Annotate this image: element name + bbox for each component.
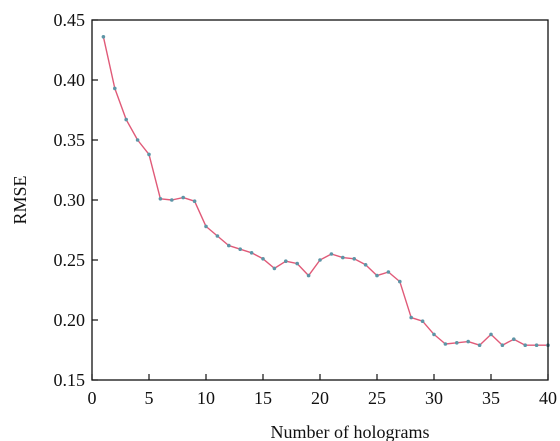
data-point bbox=[158, 197, 163, 201]
x-axis-title: Number of holograms bbox=[271, 422, 430, 441]
data-point bbox=[192, 199, 197, 203]
x-tick-label: 10 bbox=[197, 388, 215, 408]
x-tick-label: 0 bbox=[88, 388, 97, 408]
plot-layer bbox=[101, 35, 550, 348]
x-tick-label: 5 bbox=[145, 388, 154, 408]
data-point bbox=[329, 252, 334, 256]
axis-layer: 0.15 0.20 0.25 0.30 0.35 0.40 0.45 0 5 10 15 20 25 30… bbox=[54, 10, 558, 408]
data-point bbox=[272, 266, 277, 271]
data-point bbox=[249, 251, 254, 255]
data-point bbox=[124, 117, 128, 122]
data-point bbox=[420, 319, 425, 324]
data-point bbox=[534, 343, 539, 348]
data-point bbox=[204, 224, 208, 229]
data-point bbox=[261, 257, 265, 261]
data-point bbox=[455, 341, 459, 345]
data-point bbox=[295, 261, 300, 266]
data-point bbox=[500, 343, 505, 348]
data-point bbox=[238, 247, 242, 251]
data-point bbox=[181, 195, 185, 200]
x-tick-label: 20 bbox=[311, 388, 329, 408]
y-tick-label: 0.35 bbox=[54, 130, 86, 150]
x-tick-label: 15 bbox=[254, 388, 272, 408]
x-tick-label: 30 bbox=[425, 388, 443, 408]
data-point bbox=[170, 198, 174, 202]
data-point bbox=[341, 255, 345, 260]
y-tick-label: 0.15 bbox=[54, 370, 86, 390]
y-axis-title: RMSE bbox=[10, 175, 30, 224]
data-point bbox=[443, 342, 448, 346]
series-line bbox=[102, 36, 548, 346]
data-point bbox=[523, 343, 527, 348]
data-point bbox=[512, 337, 516, 342]
data-point bbox=[489, 332, 493, 337]
y-tick-label: 0.45 bbox=[54, 10, 86, 30]
data-point bbox=[477, 343, 482, 348]
y-tick-label: 0.30 bbox=[54, 190, 86, 210]
data-point bbox=[386, 270, 391, 274]
data-point bbox=[432, 332, 436, 337]
x-tick-label: 40 bbox=[539, 388, 557, 408]
data-point bbox=[101, 35, 106, 39]
data-point bbox=[409, 315, 414, 320]
data-point bbox=[135, 138, 140, 142]
data-point bbox=[398, 279, 402, 284]
data-point bbox=[284, 259, 288, 264]
data-point bbox=[113, 86, 117, 91]
data-point bbox=[466, 339, 471, 344]
data-point bbox=[375, 273, 379, 278]
x-tick-label: 35 bbox=[482, 388, 500, 408]
data-point bbox=[227, 243, 231, 248]
data-point bbox=[306, 273, 311, 278]
data-point bbox=[215, 234, 220, 238]
x-tick-label: 25 bbox=[368, 388, 386, 408]
data-point bbox=[318, 258, 322, 262]
data-point bbox=[363, 263, 368, 267]
y-tick-label: 0.40 bbox=[54, 70, 86, 90]
y-tick-label: 0.20 bbox=[54, 310, 86, 330]
data-point bbox=[147, 152, 151, 157]
label-layer: RMSE Number of holograms bbox=[10, 175, 429, 441]
data-point bbox=[352, 257, 357, 261]
y-tick-label: 0.25 bbox=[54, 250, 86, 270]
